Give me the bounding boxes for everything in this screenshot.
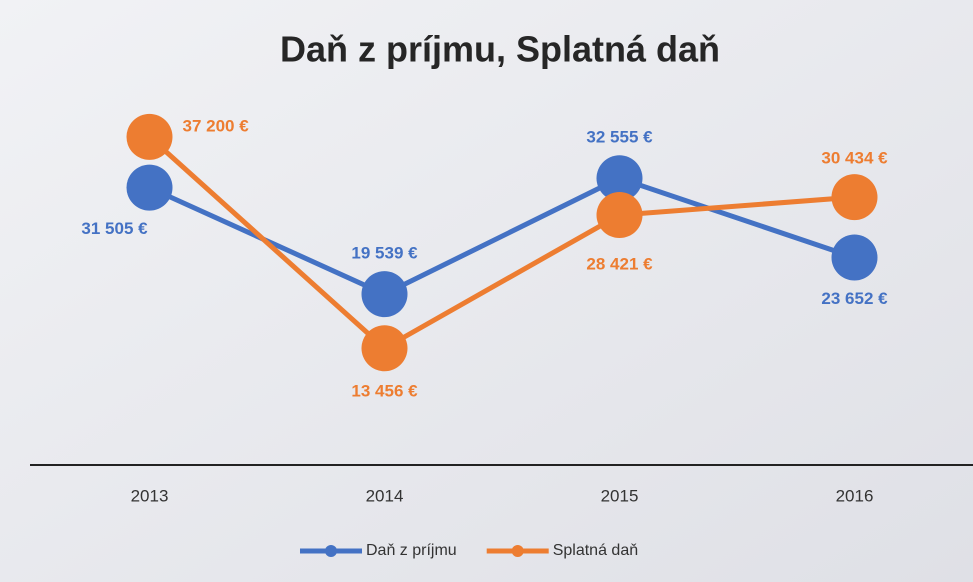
x-tick-label: 2013 [131,486,169,505]
data-label: 31 505 € [81,219,148,238]
series-line [147,135,855,352]
legend-marker [325,545,337,557]
point [596,192,643,239]
data-label: 28 421 € [586,255,653,274]
x-tick-label: 2014 [366,486,404,505]
legend-label: Daň z príjmu [366,542,457,559]
point [126,113,173,160]
point [126,164,173,211]
data-label: 30 434 € [821,149,888,168]
data-label: 23 652 € [821,289,888,308]
data-label: 32 555 € [586,128,653,147]
point [361,325,408,372]
chart-title: Daň z príjmu, Splatná daň [280,29,720,70]
data-label: 37 200 € [183,116,250,135]
x-tick-label: 2015 [601,486,639,505]
point [831,234,878,281]
point [596,155,643,202]
data-label: 19 539 € [351,244,418,263]
x-tick-label: 2016 [836,486,874,505]
data-label: 13 456 € [351,382,418,401]
legend-label: Splatná daň [553,542,638,559]
point [361,271,408,318]
point [831,174,878,221]
legend-marker [511,545,524,557]
